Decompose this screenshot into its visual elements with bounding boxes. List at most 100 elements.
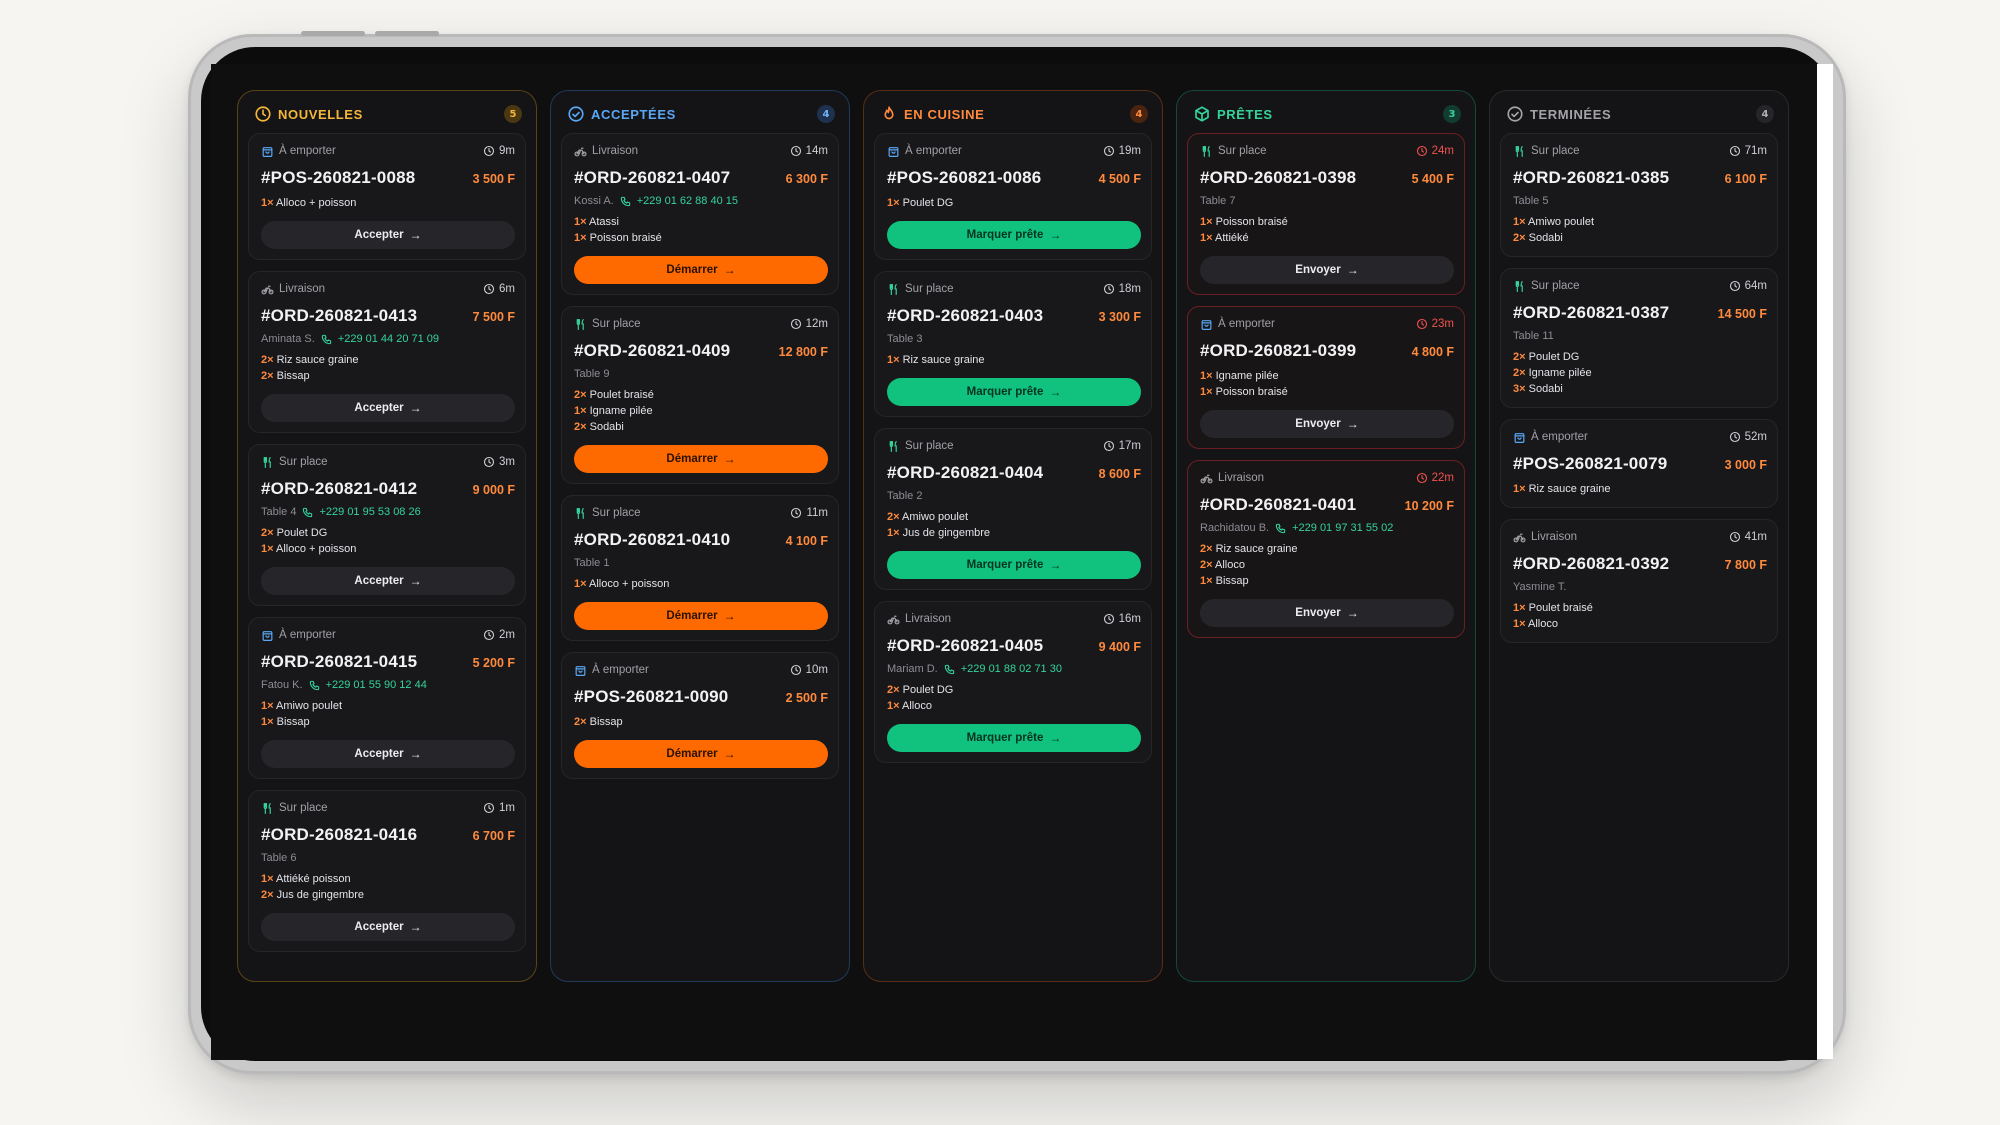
order-type: Sur place xyxy=(1513,280,1729,293)
item-name: Riz sauce graine xyxy=(1215,543,1298,555)
item-name: Poisson braisé xyxy=(1215,386,1288,398)
order-item: 1× Igname pilée xyxy=(574,403,828,419)
customer-phone[interactable]: +229 01 95 53 08 26 xyxy=(302,506,421,518)
order-action-button[interactable]: Accepter → xyxy=(261,913,515,941)
order-type-label: Livraison xyxy=(1218,472,1265,484)
item-quantity: 1× xyxy=(1200,370,1213,382)
order-item: 1× Jus de gingembre xyxy=(887,525,1141,541)
phone-icon xyxy=(321,334,335,345)
order-card[interactable]: Sur place 17m #ORD-260821-0404 8 600 F Table… xyxy=(874,428,1152,590)
column-cuisine: EN CUISINE 4 À emporter 19m #POS-260821-0086… xyxy=(863,90,1163,982)
customer-phone[interactable]: +229 01 44 20 71 09 xyxy=(321,333,439,345)
item-name: Poulet DG xyxy=(276,527,328,539)
order-action-button[interactable]: Accepter → xyxy=(261,394,515,422)
order-card[interactable]: À emporter 52m #POS-260821-0079 3 000 F 1× R… xyxy=(1500,419,1778,508)
order-item: 2× Alloco xyxy=(1200,557,1454,573)
order-card[interactable]: Sur place 1m #ORD-260821-0416 6 700 F Table … xyxy=(248,790,526,952)
order-action-button[interactable]: Marquer prête → xyxy=(887,551,1141,579)
order-id: #ORD-260821-0416 xyxy=(261,825,418,844)
order-id: #ORD-260821-0412 xyxy=(261,479,418,498)
utensils-icon xyxy=(1200,145,1213,158)
order-card[interactable]: À emporter 19m #POS-260821-0086 4 500 F 1× P… xyxy=(874,133,1152,260)
order-card[interactable]: Livraison 16m #ORD-260821-0405 9 400 F Maria… xyxy=(874,601,1152,763)
order-card[interactable]: À emporter 9m #POS-260821-0088 3 500 F 1× Al… xyxy=(248,133,526,260)
order-card[interactable]: Sur place 64m #ORD-260821-0387 14 500 F Tabl… xyxy=(1500,268,1778,408)
item-name: Bissap xyxy=(276,716,310,728)
order-type-label: Sur place xyxy=(279,456,328,468)
column-count-badge: 4 xyxy=(817,105,835,123)
order-card[interactable]: Sur place 71m #ORD-260821-0385 6 100 F Table… xyxy=(1500,133,1778,257)
clock-icon xyxy=(483,145,495,157)
item-name: Poulet DG xyxy=(902,684,954,696)
order-action-button[interactable]: Envoyer → xyxy=(1200,410,1454,438)
order-type-label: Sur place xyxy=(905,440,954,452)
order-meta: Livraison 22m xyxy=(1200,470,1454,486)
order-card[interactable]: Sur place 12m #ORD-260821-0409 12 800 F Tabl… xyxy=(561,306,839,484)
order-type: À emporter xyxy=(574,664,790,677)
order-action-button[interactable]: Démarrer → xyxy=(574,445,828,473)
phone-number: +229 01 62 88 40 15 xyxy=(636,195,738,207)
bike-icon xyxy=(261,283,274,296)
column-count-badge: 4 xyxy=(1756,105,1774,123)
order-action-button[interactable]: Marquer prête → xyxy=(887,378,1141,406)
item-quantity: 1× xyxy=(574,216,587,228)
order-card[interactable]: À emporter 10m #POS-260821-0090 2 500 F 2× B… xyxy=(561,652,839,779)
order-action-button[interactable]: Marquer prête → xyxy=(887,724,1141,752)
order-card[interactable]: Sur place 11m #ORD-260821-0410 4 100 F Table… xyxy=(561,495,839,641)
order-action-button[interactable]: Accepter → xyxy=(261,567,515,595)
order-card[interactable]: À emporter 23m #ORD-260821-0399 4 800 F 1× I… xyxy=(1187,306,1465,449)
column-title: NOUVELLES xyxy=(278,106,363,122)
order-items: 1× Attiéké poisson 2× Jus de gingembre xyxy=(261,871,515,903)
clock-icon xyxy=(1416,472,1428,484)
item-name: Poulet braisé xyxy=(589,389,654,401)
customer-phone[interactable]: +229 01 97 31 55 02 xyxy=(1275,522,1393,534)
order-card[interactable]: Sur place 24m #ORD-260821-0398 5 400 F Table… xyxy=(1187,133,1465,295)
order-card[interactable]: Sur place 3m #ORD-260821-0412 9 000 F Table … xyxy=(248,444,526,606)
customer-phone[interactable]: +229 01 55 90 12 44 xyxy=(309,679,427,691)
order-action-button[interactable]: Accepter → xyxy=(261,221,515,249)
customer-name: Aminata S. xyxy=(261,333,315,345)
order-elapsed-time: 71m xyxy=(1729,145,1767,157)
order-id: #POS-260821-0090 xyxy=(574,687,729,706)
order-customer: Kossi A. +229 01 62 88 40 15 xyxy=(574,195,828,207)
column-header: EN CUISINE 4 xyxy=(880,103,1148,125)
order-card[interactable]: Livraison 22m #ORD-260821-0401 10 200 F Rach… xyxy=(1187,460,1465,638)
column-nouvelles: NOUVELLES 5 À emporter 9m #POS-260821-0088 3 … xyxy=(237,90,537,982)
order-card[interactable]: Livraison 41m #ORD-260821-0392 7 800 F Yasmi… xyxy=(1500,519,1778,643)
order-action-button[interactable]: Démarrer → xyxy=(574,256,828,284)
order-action-button[interactable]: Accepter → xyxy=(261,740,515,768)
order-card[interactable]: Livraison 14m #ORD-260821-0407 6 300 F Kossi… xyxy=(561,133,839,295)
customer-phone[interactable]: +229 01 88 02 71 30 xyxy=(944,663,1062,675)
order-card[interactable]: Livraison 6m #ORD-260821-0413 7 500 F Aminat… xyxy=(248,271,526,433)
order-type: Sur place xyxy=(1513,145,1729,158)
arrow-right-icon: → xyxy=(723,747,736,761)
customer-name: Table 6 xyxy=(261,852,297,864)
column-header: ACCEPTÉES 4 xyxy=(567,103,835,125)
item-quantity: 2× xyxy=(574,389,587,401)
phone-number: +229 01 55 90 12 44 xyxy=(325,679,427,691)
order-header: #ORD-260821-0409 12 800 F xyxy=(574,341,828,361)
order-id: #ORD-260821-0410 xyxy=(574,530,731,549)
order-action-button[interactable]: Démarrer → xyxy=(574,740,828,768)
utensils-icon xyxy=(261,456,274,469)
order-action-button[interactable]: Marquer prête → xyxy=(887,221,1141,249)
order-card[interactable]: Sur place 18m #ORD-260821-0403 3 300 F Table… xyxy=(874,271,1152,417)
order-action-button[interactable]: Envoyer → xyxy=(1200,256,1454,284)
item-name: Sodabi xyxy=(1528,383,1563,395)
item-quantity: 1× xyxy=(1513,618,1526,630)
customer-phone[interactable]: +229 01 62 88 40 15 xyxy=(620,195,738,207)
order-type: À emporter xyxy=(887,145,1103,158)
order-elapsed-time: 24m xyxy=(1416,145,1454,157)
elapsed-value: 12m xyxy=(805,318,828,330)
item-quantity: 1× xyxy=(261,700,274,712)
order-action-button[interactable]: Envoyer → xyxy=(1200,599,1454,627)
elapsed-value: 14m xyxy=(805,145,828,157)
clock-icon xyxy=(483,456,495,468)
order-customer: Table 9 xyxy=(574,368,828,380)
action-label: Marquer prête xyxy=(966,559,1044,571)
order-total: 9 000 F xyxy=(472,483,515,497)
order-meta: Sur place 17m xyxy=(887,438,1141,454)
clock-icon xyxy=(790,507,802,519)
order-card[interactable]: À emporter 2m #ORD-260821-0415 5 200 F Fatou… xyxy=(248,617,526,779)
order-action-button[interactable]: Démarrer → xyxy=(574,602,828,630)
